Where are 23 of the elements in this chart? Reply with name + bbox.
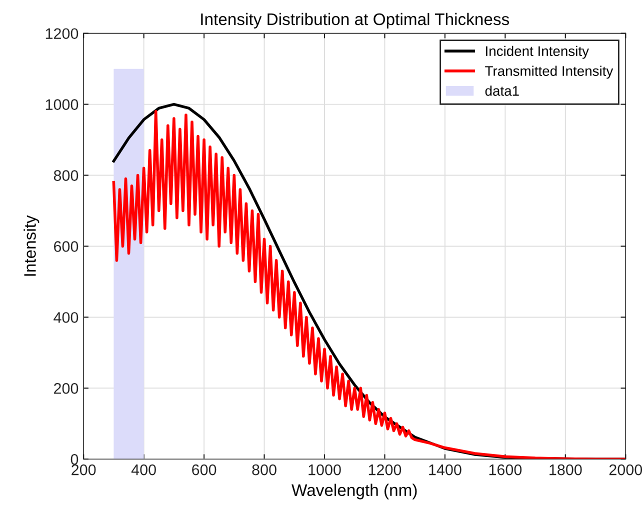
legend-label: data1: [485, 86, 519, 96]
y-tick-label: 0: [70, 454, 78, 465]
y-tick-label: 200: [54, 383, 78, 394]
x-axis-title: Wavelength (nm): [292, 484, 417, 500]
x-tick-label: 1400: [429, 464, 462, 476]
y-tick-label: 600: [54, 241, 78, 252]
y-tick-label: 1000: [46, 99, 78, 110]
x-tick-label: 600: [192, 464, 216, 476]
legend-label: Transmitted Intensity: [485, 66, 614, 79]
x-tick-label: 1600: [489, 464, 522, 476]
x-tick-label: 1800: [550, 464, 582, 476]
x-tick-label: 200: [72, 464, 96, 476]
y-tick-label: 1200: [46, 28, 78, 40]
y-tick-label: 800: [54, 170, 78, 181]
legend-label: Incident Intensity: [486, 46, 589, 59]
x-tick-label: 800: [252, 464, 276, 476]
x-tick-label: 2000: [609, 464, 642, 476]
y-tick-label: 400: [54, 312, 78, 323]
x-tick-label: 1000: [308, 464, 341, 476]
chart-title: Intensity Distribution at Optimal Thickness: [201, 12, 510, 28]
x-tick-label: 400: [131, 464, 156, 476]
y-axis-title: Intensity: [24, 215, 40, 276]
x-tick-label: 1200: [368, 464, 402, 476]
